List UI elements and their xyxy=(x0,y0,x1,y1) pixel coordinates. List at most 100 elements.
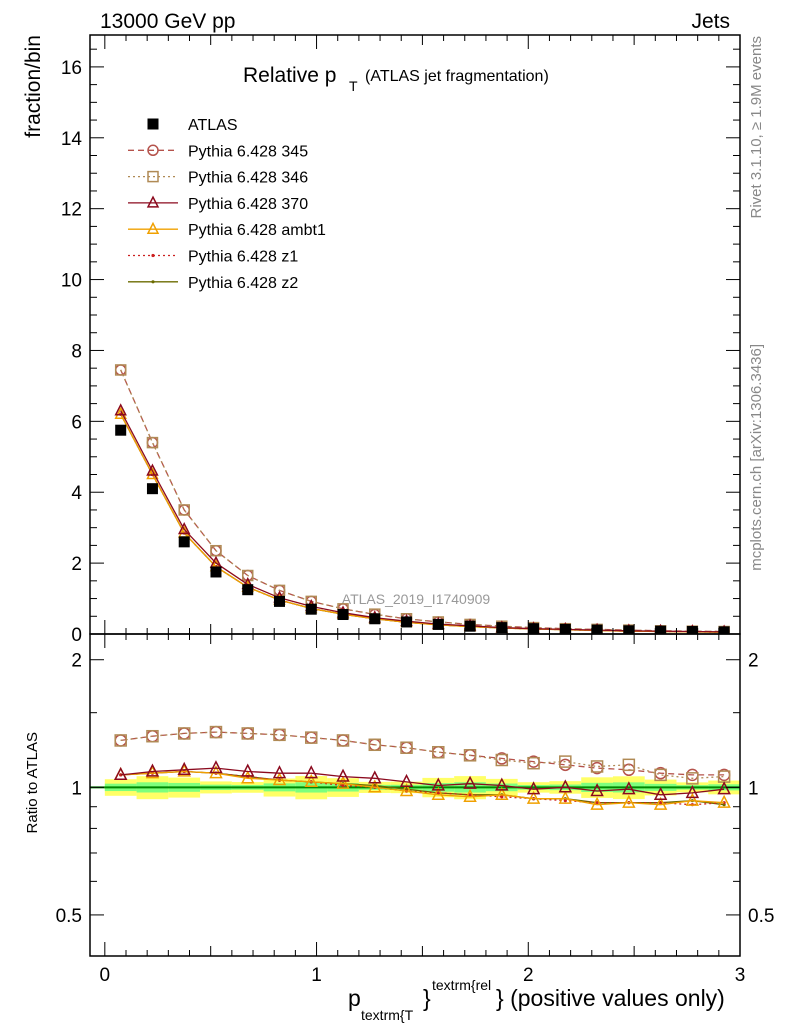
legend-label-p370: Pythia 6.428 370 xyxy=(188,196,308,213)
data-point-p370 xyxy=(177,761,191,775)
legend-marker-atlas xyxy=(147,118,159,130)
data-point-p346 xyxy=(559,755,572,768)
data-point-ambt1 xyxy=(622,794,636,808)
data-point-p346 xyxy=(495,753,509,767)
data-point-p346 xyxy=(432,745,445,759)
header-left: 13000 GeV pp xyxy=(100,10,235,33)
data-point-atlas xyxy=(591,624,603,634)
data-point-ambt1 xyxy=(717,794,731,808)
data-point-p346 xyxy=(336,734,350,747)
data-point-atlas xyxy=(686,626,698,634)
data-point-p370 xyxy=(399,773,414,788)
data-point-z1 xyxy=(341,783,345,788)
ratio-ytick-label: 0.5 xyxy=(56,906,82,927)
series-p346 xyxy=(114,725,731,785)
data-point-p346 xyxy=(273,728,286,742)
legend-marker-z2 xyxy=(151,280,155,284)
main-ytick-label: 14 xyxy=(61,129,83,150)
legend-label-p345: Pythia 6.428 345 xyxy=(188,143,308,160)
data-point-z1 xyxy=(468,793,472,797)
main-ytick-label: 2 xyxy=(71,554,82,575)
data-point-ambt1 xyxy=(399,783,414,797)
legend-label-z1: Pythia 6.428 z1 xyxy=(188,249,298,266)
data-point-p370 xyxy=(431,777,446,791)
legend-item-p345: Pythia 6.428 345 xyxy=(128,143,308,160)
ratio-ytick-label-right: 2 xyxy=(748,651,759,672)
data-point-z1 xyxy=(595,801,599,805)
data-point-p346 xyxy=(527,756,540,770)
ratio-xtick-label: 3 xyxy=(735,965,746,986)
data-point-p370 xyxy=(336,768,350,782)
data-point-p346 xyxy=(146,729,159,743)
ratio-ytick-label-right: 0.5 xyxy=(748,906,774,927)
data-point-p346 xyxy=(654,768,667,782)
legend-label-ambt1: Pythia 6.428 ambt1 xyxy=(188,222,326,239)
legend-marker-p346 xyxy=(147,170,159,183)
data-point-atlas xyxy=(718,626,730,634)
plot-title: Relative p T (ATLAS jet fragmentation) xyxy=(243,64,549,94)
series-line-p370 xyxy=(120,767,725,796)
data-point-p346 xyxy=(590,760,604,773)
data-point-atlas xyxy=(337,609,349,621)
main-series-group xyxy=(114,364,730,634)
data-point-atlas xyxy=(655,625,667,634)
analysis-watermark: ATLAS_2019_I1740909 xyxy=(342,591,491,607)
data-point-atlas xyxy=(242,584,254,596)
ratio-series-group xyxy=(90,725,740,810)
data-point-p346 xyxy=(368,738,382,752)
data-point-atlas xyxy=(401,616,413,628)
data-point-p346 xyxy=(178,504,190,516)
data-point-p346 xyxy=(210,544,222,557)
data-point-atlas xyxy=(273,595,285,607)
data-point-atlas xyxy=(210,566,222,578)
data-point-p370 xyxy=(685,784,700,799)
legend-marker-p370 xyxy=(146,195,160,208)
main-panel xyxy=(114,364,730,634)
data-point-atlas xyxy=(432,618,444,630)
data-point-atlas xyxy=(369,613,381,625)
data-point-z1 xyxy=(500,795,504,799)
data-point-p346 xyxy=(146,436,159,449)
data-point-p370 xyxy=(526,781,541,795)
data-point-p370 xyxy=(272,765,287,779)
data-point-ambt1 xyxy=(685,792,700,806)
mcplots-label: mcplots.cern.ch [arXiv:1306.3436] xyxy=(748,344,765,571)
legend-item-p346: Pythia 6.428 346 xyxy=(128,170,308,187)
data-point-ambt1 xyxy=(590,796,604,810)
data-point-ambt1 xyxy=(558,790,573,804)
data-point-ambt1 xyxy=(304,773,318,788)
data-point-atlas xyxy=(115,424,127,436)
legend-marker-ambt1 xyxy=(146,221,160,234)
data-point-z1 xyxy=(563,799,567,803)
main-ytick-label: 8 xyxy=(71,341,82,362)
data-point-atlas xyxy=(528,623,540,634)
legend-item-p370: Pythia 6.428 370 xyxy=(128,195,308,213)
data-point-atlas xyxy=(305,603,317,615)
plot-title-sub: T xyxy=(349,78,358,94)
header-right: Jets xyxy=(691,10,730,33)
xlabel-rest: } (positive values only) xyxy=(496,985,725,1011)
main-ytick-label: 12 xyxy=(61,200,82,221)
data-point-z1 xyxy=(436,791,440,795)
data-point-p370 xyxy=(145,763,160,777)
data-point-ambt1 xyxy=(653,796,668,810)
data-point-atlas xyxy=(623,625,635,634)
data-point-ambt1 xyxy=(463,788,477,802)
legend-marker-p345 xyxy=(147,144,159,157)
data-point-p346 xyxy=(463,749,477,762)
data-point-ambt1 xyxy=(114,406,127,420)
main-ylabel: fraction/bin xyxy=(22,35,45,138)
ratio-panel xyxy=(90,725,740,810)
ratio-ytick-label-right: 1 xyxy=(748,778,759,799)
data-point-atlas xyxy=(559,623,571,634)
ratio-frame xyxy=(89,633,741,957)
legend-marker-z1 xyxy=(151,253,155,258)
data-point-p346 xyxy=(686,772,699,785)
x-axis-label: p textrm{T } textrm{rel } (positive valu… xyxy=(348,977,725,1023)
data-point-ambt1 xyxy=(336,775,350,789)
data-point-p346 xyxy=(622,758,636,772)
data-point-p370 xyxy=(304,765,318,779)
data-point-p370 xyxy=(113,766,128,781)
series-atlas xyxy=(115,424,730,634)
